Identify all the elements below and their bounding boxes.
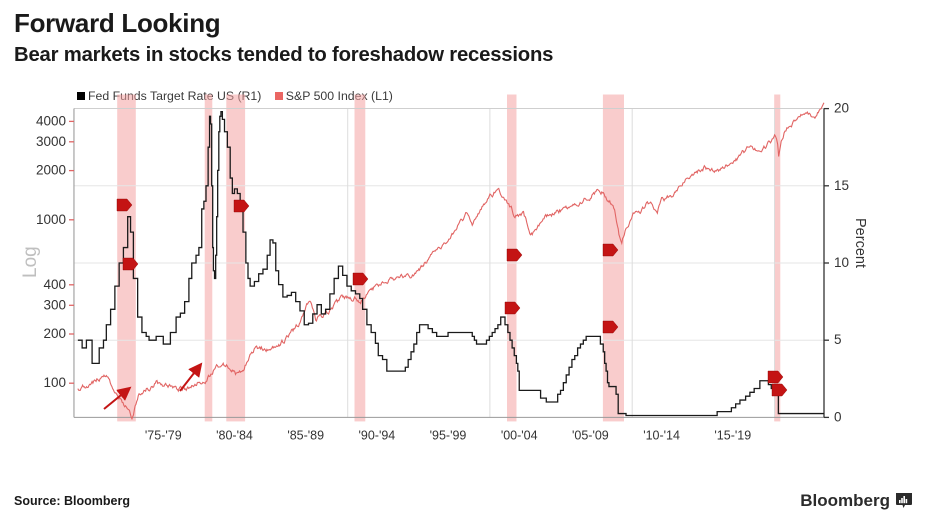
svg-text:3000: 3000 xyxy=(36,134,66,149)
svg-text:'15-'19: '15-'19 xyxy=(714,428,751,442)
svg-text:1000: 1000 xyxy=(36,212,66,227)
svg-text:20: 20 xyxy=(834,101,849,116)
svg-text:4000: 4000 xyxy=(36,113,66,128)
svg-text:'75-'79: '75-'79 xyxy=(145,428,182,442)
svg-text:5: 5 xyxy=(834,332,842,347)
svg-text:'10-'14: '10-'14 xyxy=(643,428,680,442)
svg-text:0: 0 xyxy=(834,409,842,424)
svg-text:15: 15 xyxy=(834,178,849,193)
svg-text:'95-'99: '95-'99 xyxy=(430,428,467,442)
svg-text:'80-'84: '80-'84 xyxy=(216,428,253,442)
svg-text:200: 200 xyxy=(43,326,66,341)
svg-text:'90-'94: '90-'94 xyxy=(359,428,396,442)
svg-text:2000: 2000 xyxy=(36,163,66,178)
svg-text:10: 10 xyxy=(834,255,849,270)
svg-text:'85-'89: '85-'89 xyxy=(287,428,324,442)
svg-text:100: 100 xyxy=(43,375,66,390)
svg-text:'00-'04: '00-'04 xyxy=(501,428,538,442)
svg-text:400: 400 xyxy=(43,277,66,292)
svg-text:'05-'09: '05-'09 xyxy=(572,428,609,442)
svg-text:300: 300 xyxy=(43,297,66,312)
